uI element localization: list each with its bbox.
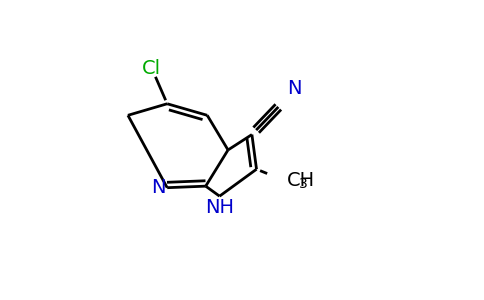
Text: CH: CH (287, 171, 315, 190)
Text: N: N (287, 79, 302, 98)
Text: NH: NH (205, 199, 234, 218)
Text: Cl: Cl (142, 59, 161, 78)
Text: N: N (151, 178, 166, 197)
Text: 3: 3 (299, 177, 308, 191)
